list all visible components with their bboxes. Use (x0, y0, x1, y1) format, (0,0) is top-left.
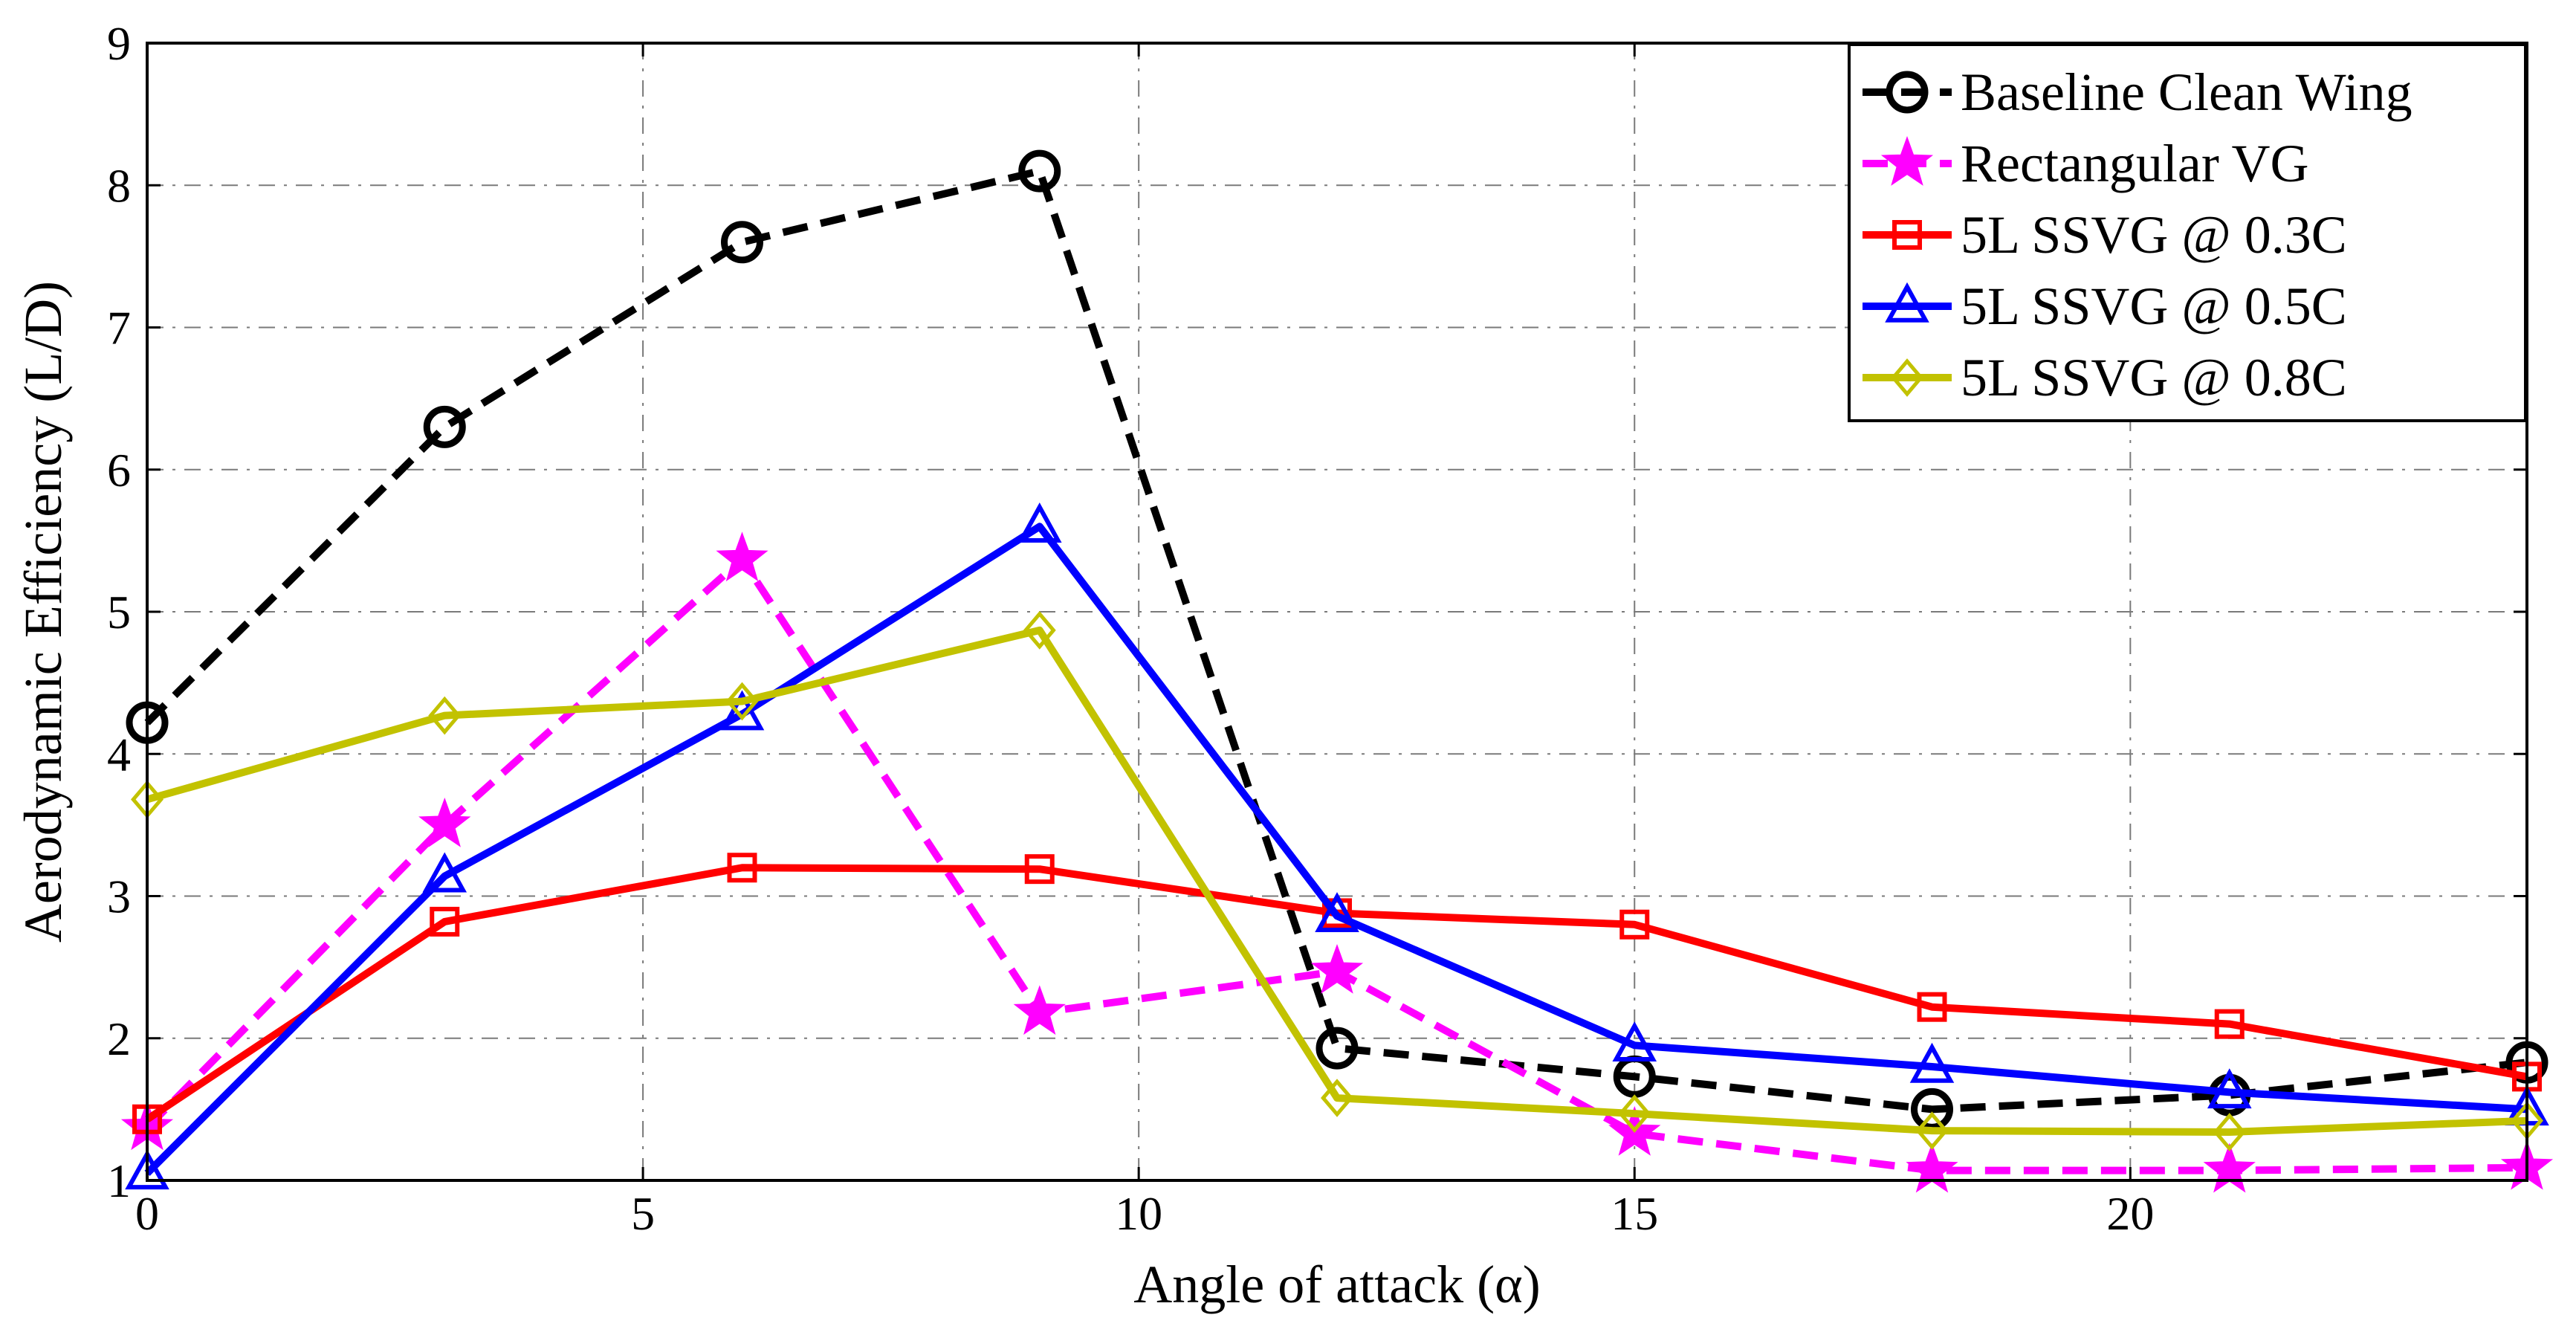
data-point-marker (1618, 1094, 1651, 1133)
y-tick-label: 6 (107, 444, 131, 497)
data-point-marker (1909, 1042, 1955, 1083)
legend-label: Rectangular VG (1961, 134, 2309, 193)
data-point-marker (1619, 909, 1650, 940)
data-point-marker (428, 696, 462, 735)
legend-label: 5L SSVG @ 0.5C (1961, 277, 2347, 336)
data-point-marker (1315, 892, 1359, 932)
series-3 (125, 502, 2549, 1190)
y-tick-label: 1 (107, 1154, 131, 1207)
data-point-marker (1915, 1111, 1949, 1150)
data-point-marker (423, 405, 466, 448)
legend-item: 5L SSVG @ 0.5C (1863, 277, 2347, 336)
series-line (144, 167, 2528, 1114)
y-axis-label: Aerodynamic Efficiency (L/D) (13, 281, 73, 943)
data-point-marker (1023, 611, 1056, 650)
legend-label: 5L SSVG @ 0.8C (1961, 348, 2347, 407)
legend-item: Rectangular VG (1863, 134, 2309, 193)
data-point-marker (719, 690, 765, 731)
series-line (146, 626, 2528, 1136)
y-tick-label: 8 (107, 159, 131, 212)
legend-box (1848, 43, 2527, 422)
data-point-marker (125, 1149, 169, 1190)
data-point-marker (2213, 1113, 2246, 1151)
y-tick-label: 3 (107, 870, 131, 923)
data-point-marker (1018, 149, 1061, 193)
data-point-marker (2207, 1068, 2252, 1109)
x-axis-label: Angle of attack (α) (1133, 1255, 1541, 1314)
x-tick-label: 20 (2106, 1187, 2154, 1240)
data-point-marker (1310, 943, 1364, 994)
data-point-marker (1917, 992, 1947, 1022)
legend-marker (1892, 220, 1922, 250)
x-axis-ticks: 0 5 10 15 20 (135, 43, 2154, 1240)
x-tick-label: 15 (1611, 1187, 1658, 1240)
legend-marker (1891, 358, 1923, 397)
y-tick-label: 9 (107, 17, 131, 70)
data-point-marker (1612, 1021, 1657, 1062)
data-point-marker (1017, 502, 1062, 543)
legend-label: Baseline Clean Wing (1961, 62, 2412, 122)
legend-marker (1880, 136, 1934, 186)
series-line (144, 523, 2528, 1176)
y-tick-label: 7 (107, 302, 131, 355)
y-tick-label: 4 (107, 728, 131, 780)
y-tick-label: 2 (107, 1012, 131, 1065)
data-point-marker (727, 853, 757, 883)
series-0 (126, 149, 2549, 1131)
series-layer (120, 149, 2554, 1193)
legend-item: 5L SSVG @ 0.8C (1863, 348, 2347, 407)
y-tick-label: 5 (107, 586, 131, 639)
data-point-marker (2214, 1009, 2245, 1039)
legend-marker (1885, 282, 1929, 323)
data-point-marker (430, 906, 460, 937)
data-point-marker (418, 797, 471, 847)
data-point-marker (1013, 985, 1066, 1035)
data-point-marker (716, 531, 768, 582)
x-tick-label: 0 (135, 1187, 159, 1240)
legend-marker (1886, 71, 1929, 114)
legend-item: 5L SSVG @ 0.3C (1863, 205, 2347, 265)
data-point-marker (1315, 1027, 1359, 1070)
data-point-marker (721, 221, 763, 264)
series-4 (131, 611, 2543, 1151)
data-point-marker (422, 852, 467, 893)
legend-label: 5L SSVG @ 0.3C (1961, 205, 2347, 265)
legend-item: Baseline Clean Wing (1863, 62, 2412, 122)
legend: Baseline Clean Wing Rectangular VG 5L SSVG… (1848, 43, 2527, 422)
data-point-marker (1024, 854, 1055, 885)
x-tick-label: 5 (631, 1187, 655, 1240)
data-point-marker (1321, 1079, 1353, 1117)
x-tick-label: 10 (1115, 1187, 1162, 1240)
y-axis-ticks: 1 2 3 4 5 6 7 8 9 (107, 17, 2527, 1207)
data-point-marker (725, 682, 759, 721)
